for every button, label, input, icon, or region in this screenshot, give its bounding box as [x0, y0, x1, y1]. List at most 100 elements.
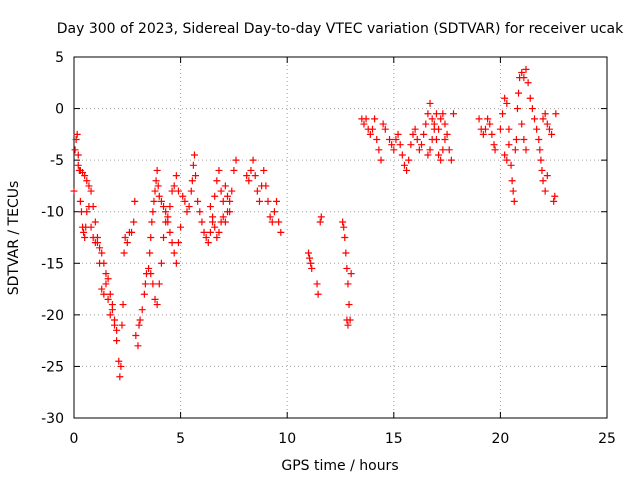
data-point [479, 130, 487, 138]
data-point [251, 172, 259, 180]
data-point [360, 120, 368, 128]
data-point [166, 228, 174, 236]
data-point [344, 280, 352, 288]
data-point [136, 316, 144, 324]
data-point [268, 218, 276, 226]
data-point [74, 161, 82, 169]
data-point [475, 115, 483, 123]
data-point [503, 156, 511, 164]
axis-ticks [73, 56, 608, 419]
data-point [96, 259, 104, 267]
data-point [209, 213, 217, 221]
data-point [484, 115, 492, 123]
data-point [151, 187, 159, 195]
data-point [535, 136, 543, 144]
tick-labels: 0 5 10 15 20 25 5 0 -5 -10 -15 -20 -25 -30 [41, 50, 616, 447]
data-point [117, 362, 125, 370]
data-point [266, 213, 274, 221]
data-point [170, 182, 178, 190]
data-point [135, 321, 143, 329]
data-point [154, 182, 162, 190]
data-point [71, 146, 79, 154]
data-point [128, 228, 136, 236]
x-tick-label: 10 [278, 431, 296, 447]
data-point [510, 197, 518, 205]
data-point [392, 136, 400, 144]
data-point [157, 259, 165, 267]
data-point [113, 337, 121, 345]
data-point [249, 156, 257, 164]
data-point [512, 136, 520, 144]
data-point [213, 177, 221, 185]
data-point [189, 161, 197, 169]
data-point [260, 166, 268, 174]
y-tick-label: -10 [41, 205, 64, 221]
data-point [341, 234, 349, 241]
data-point [162, 208, 170, 216]
data-point [111, 316, 119, 324]
data-point [344, 321, 352, 329]
data-point [174, 187, 182, 195]
data-point [435, 125, 443, 133]
data-point [170, 249, 178, 257]
data-point [396, 141, 404, 149]
y-tick-label: -20 [41, 308, 64, 324]
y-tick-label: -5 [50, 153, 64, 169]
data-point [134, 342, 142, 350]
data-point [196, 208, 204, 216]
data-point [247, 166, 255, 174]
data-point [219, 197, 227, 205]
data-point [245, 177, 253, 185]
data-point [277, 228, 285, 236]
data-point [400, 161, 408, 169]
data-point [104, 295, 112, 303]
data-point [188, 177, 196, 185]
data-point [426, 99, 434, 107]
data-point [545, 125, 553, 133]
data-point [157, 197, 165, 205]
chart-title: Day 300 of 2023, Sidereal Day-to-day VTE… [57, 21, 624, 37]
x-tick-label: 25 [598, 431, 616, 447]
data-point [432, 110, 440, 118]
data-point [104, 275, 112, 283]
data-point [160, 203, 168, 211]
data-point [85, 182, 93, 190]
data-point [164, 213, 172, 221]
data-point [375, 146, 383, 154]
y-axis-label: SDTVAR / TECUs [6, 181, 22, 296]
data-point [83, 177, 91, 185]
data-point [481, 125, 489, 133]
data-point [520, 74, 528, 82]
data-point [424, 151, 432, 159]
data-point [255, 197, 263, 205]
data-point [141, 280, 149, 288]
data-point [174, 239, 182, 247]
data-point [418, 141, 426, 149]
y-tick-label: -25 [41, 359, 64, 375]
data-point [491, 146, 499, 154]
data-point [202, 234, 210, 241]
data-point [507, 161, 515, 169]
data-point [539, 177, 547, 185]
data-point [228, 187, 236, 195]
data-point [449, 110, 457, 118]
data-point [230, 166, 238, 174]
data-point [206, 228, 214, 236]
data-point [113, 326, 121, 334]
data-point [524, 79, 532, 87]
data-point [343, 264, 351, 272]
plot-frame [73, 56, 608, 419]
data-point [520, 136, 528, 144]
data-point [166, 203, 174, 211]
data-point [347, 270, 355, 278]
data-point [211, 223, 219, 231]
data-point [179, 192, 187, 200]
data-point [147, 234, 155, 241]
data-point [152, 177, 160, 185]
data-point [439, 110, 447, 118]
data-point [151, 295, 159, 303]
data-point [381, 125, 389, 133]
data-point [115, 357, 123, 365]
data-point [100, 290, 108, 298]
data-points [70, 65, 560, 381]
